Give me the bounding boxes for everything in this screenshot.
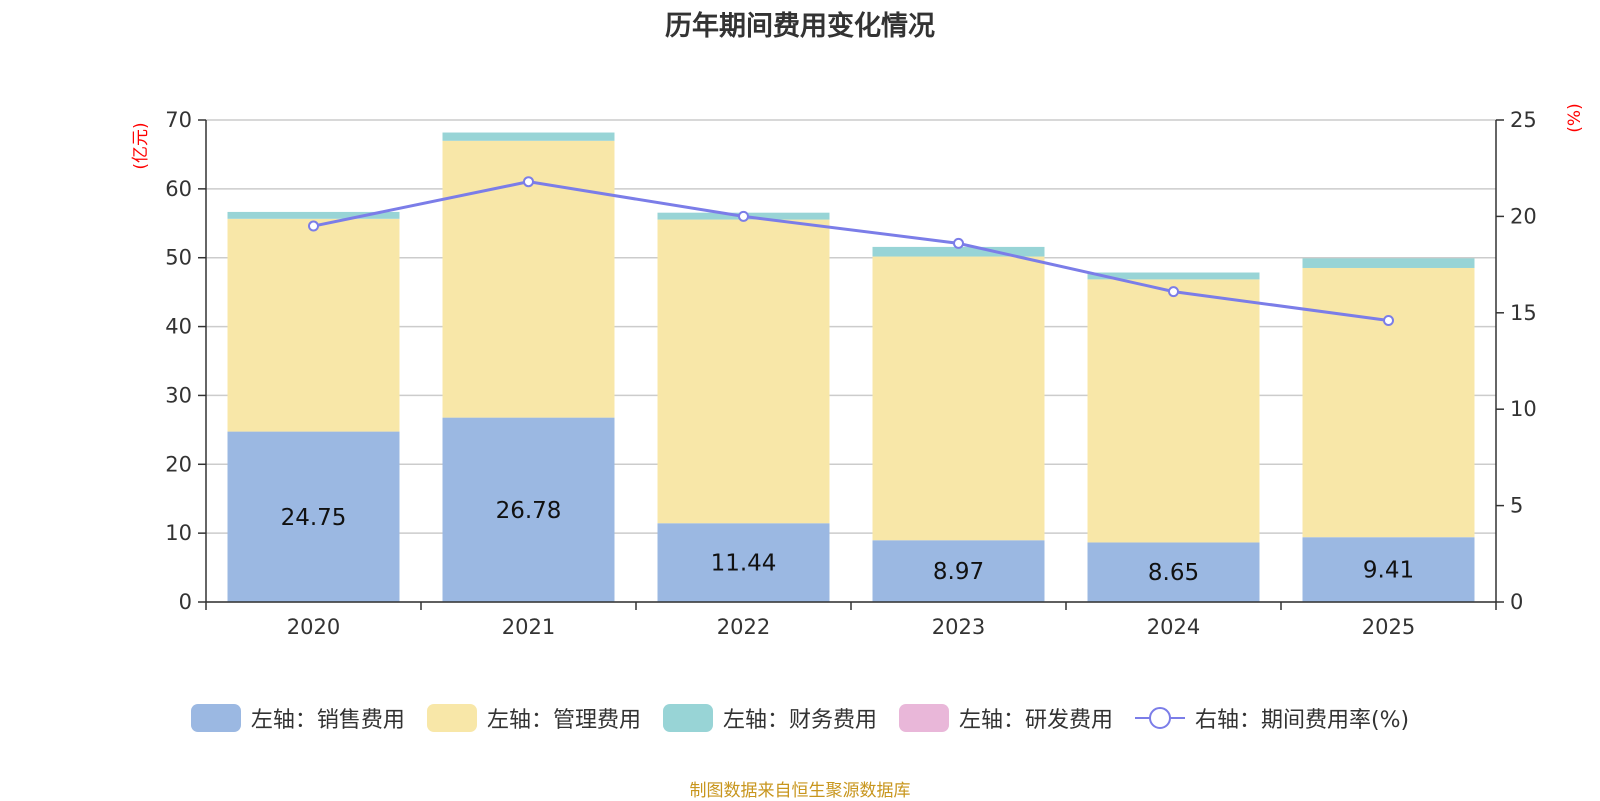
left-tick-label-40: 40 <box>165 315 192 339</box>
left-tick-label-20: 20 <box>165 452 192 476</box>
bar-2025-series-1 <box>1303 268 1475 537</box>
bar-2025-series-2 <box>1303 258 1475 268</box>
x-tick-label-2024: 2024 <box>1147 615 1200 639</box>
legend-item-sales[interactable]: 左轴：销售费用 <box>191 702 405 734</box>
legend-item-rnd[interactable]: 左轴：研发费用 <box>899 702 1113 734</box>
bar-data-label-2023: 8.97 <box>933 559 984 585</box>
bar-data-label-2020: 24.75 <box>281 505 347 531</box>
left-tick-label-30: 30 <box>165 383 192 407</box>
bar-2021-series-2 <box>443 133 615 141</box>
legend-label-finance: 左轴：财务费用 <box>723 702 877 734</box>
legend: 左轴：销售费用 左轴：管理费用 左轴：财务费用 左轴：研发费用 右轴：期间费用率… <box>0 702 1600 734</box>
x-tick-label-2020: 2020 <box>287 615 340 639</box>
right-tick-label-25: 25 <box>1510 108 1537 132</box>
right-tick-label-15: 15 <box>1510 301 1537 325</box>
left-tick-label-50: 50 <box>165 246 192 270</box>
legend-swatch-rnd <box>899 704 949 732</box>
left-tick-label-10: 10 <box>165 521 192 545</box>
legend-label-admin: 左轴：管理费用 <box>487 702 641 734</box>
legend-item-rate[interactable]: 右轴：期间费用率(%) <box>1135 702 1409 734</box>
data-source-note: 制图数据来自恒生聚源数据库 <box>0 776 1600 801</box>
bars <box>228 133 1475 602</box>
bar-data-label-2025: 9.41 <box>1363 558 1414 584</box>
right-tick-label-10: 10 <box>1510 397 1537 421</box>
right-tick-label-5: 5 <box>1510 494 1523 518</box>
rate-point-2022 <box>739 212 748 221</box>
legend-label-sales: 左轴：销售费用 <box>251 702 405 734</box>
legend-swatch-finance <box>663 704 713 732</box>
x-tick-label-2022: 2022 <box>717 615 770 639</box>
right-axis-unit-label: (%) <box>1565 103 1585 132</box>
legend-item-admin[interactable]: 左轴：管理费用 <box>427 702 641 734</box>
legend-label-rnd: 左轴：研发费用 <box>959 702 1113 734</box>
rate-point-2020 <box>309 222 318 231</box>
bar-2024-series-1 <box>1088 279 1260 542</box>
bar-2022-series-1 <box>658 220 830 524</box>
right-tick-label-0: 0 <box>1510 590 1523 614</box>
bar-data-label-2022: 11.44 <box>711 551 777 577</box>
left-tick-label-60: 60 <box>165 177 192 201</box>
left-tick-label-0: 0 <box>179 590 192 614</box>
right-tick-label-20: 20 <box>1510 204 1537 228</box>
x-tick-label-2023: 2023 <box>932 615 985 639</box>
legend-swatch-sales <box>191 704 241 732</box>
left-axis-unit-label: (亿元) <box>131 122 151 169</box>
bar-2023-series-1 <box>873 257 1045 541</box>
legend-label-rate: 右轴：期间费用率(%) <box>1195 702 1409 734</box>
legend-swatch-rate <box>1135 704 1185 732</box>
left-tick-label-70: 70 <box>165 108 192 132</box>
bar-data-label-2024: 8.65 <box>1148 560 1199 586</box>
legend-item-finance[interactable]: 左轴：财务费用 <box>663 702 877 734</box>
x-tick-label-2025: 2025 <box>1362 615 1415 639</box>
bar-data-label-2021: 26.78 <box>496 498 562 524</box>
rate-point-2024 <box>1169 287 1178 296</box>
bar-2020-series-1 <box>228 219 400 432</box>
legend-swatch-admin <box>427 704 477 732</box>
rate-point-2021 <box>524 177 533 186</box>
chart-plot: 0102030405060700510152025(亿元)(%)2020 2021… <box>0 0 1600 800</box>
rate-point-2023 <box>954 239 963 248</box>
rate-point-2025 <box>1384 316 1393 325</box>
x-tick-label-2021: 2021 <box>502 615 555 639</box>
